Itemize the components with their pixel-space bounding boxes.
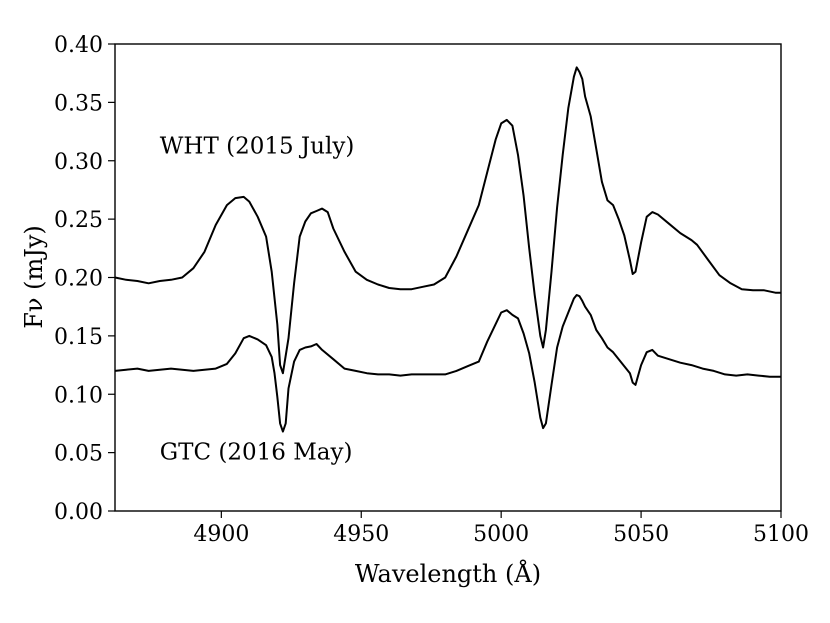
y-tick-label: 0.05	[54, 442, 103, 467]
x-tick-label: 5100	[753, 522, 809, 547]
y-tick-label: 0.00	[54, 500, 103, 525]
x-tick-label: 4950	[333, 522, 389, 547]
y-tick-label: 0.15	[54, 325, 103, 350]
y-tick-label: 0.30	[54, 150, 103, 175]
annotation-gtc: GTC (2016 May)	[160, 440, 353, 466]
x-tick-label: 5000	[473, 522, 529, 547]
series-layer	[114, 66, 781, 433]
y-tick-label: 0.40	[54, 33, 103, 58]
y-axis-title: Fν (mJy)	[20, 225, 48, 329]
series-line-gtc	[114, 294, 781, 433]
axis-ticks: 4900 4950 5000 5050 5100 0.00 0.05 0.10 0.15 0.20…	[54, 33, 809, 547]
annotation-wht: WHT (2015 July)	[160, 134, 355, 160]
x-axis-title: Wavelength (Å)	[355, 559, 541, 588]
y-tick-label: 0.10	[54, 383, 103, 408]
x-tick-label: 5050	[613, 522, 669, 547]
y-tick-label: 0.35	[54, 91, 103, 116]
series-line-wht	[114, 66, 781, 375]
x-tick-label: 4900	[193, 522, 249, 547]
y-tick-label: 0.25	[54, 208, 103, 233]
y-tick-label: 0.20	[54, 267, 103, 292]
